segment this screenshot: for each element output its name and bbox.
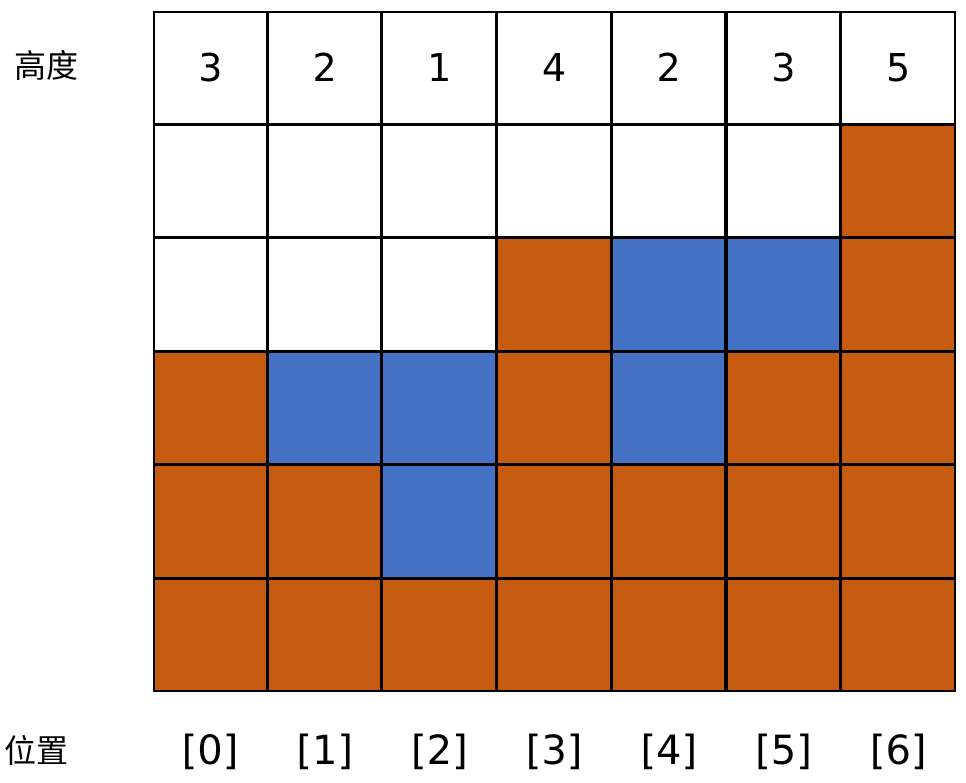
height-value-4: 2 xyxy=(610,11,727,125)
water-cell xyxy=(381,350,498,465)
height-value-6: 5 xyxy=(840,11,956,125)
bar-cell xyxy=(725,350,842,465)
bar-cell xyxy=(496,237,612,352)
empty-cell xyxy=(381,237,498,352)
bar-cell xyxy=(266,577,383,692)
bar-cell xyxy=(496,350,612,465)
position-index-2: [2] xyxy=(411,728,468,774)
bar-cell xyxy=(840,577,956,692)
position-index-1: [1] xyxy=(296,728,354,774)
water-cell xyxy=(725,237,842,352)
empty-cell xyxy=(153,237,268,352)
bar-cell xyxy=(266,464,383,579)
empty-cell xyxy=(496,123,612,238)
bar-cell xyxy=(381,577,498,692)
position-index-6: [6] xyxy=(869,728,927,774)
position-index-4: [4] xyxy=(640,728,698,774)
height-value-5: 3 xyxy=(725,11,842,125)
empty-cell xyxy=(266,123,383,238)
bar-cell xyxy=(610,464,727,579)
water-cell xyxy=(610,350,727,465)
empty-cell xyxy=(381,123,498,238)
bar-cell xyxy=(840,123,956,238)
height-row-label: 高度 xyxy=(14,47,79,85)
empty-cell xyxy=(153,123,268,238)
height-value-2: 1 xyxy=(381,11,498,125)
position-index-5: [5] xyxy=(755,728,812,774)
bar-cell xyxy=(840,350,956,465)
height-value-3: 4 xyxy=(496,11,612,125)
water-cell xyxy=(381,464,498,579)
position-row-label: 位置 xyxy=(4,732,69,770)
bar-cell xyxy=(610,577,727,692)
bar-cell xyxy=(725,577,842,692)
water-cell xyxy=(266,350,383,465)
empty-cell xyxy=(725,123,842,238)
position-index-0: [0] xyxy=(181,728,239,774)
bar-cell xyxy=(153,350,268,465)
bar-cell xyxy=(840,464,956,579)
water-cell xyxy=(610,237,727,352)
bar-cell xyxy=(153,577,268,692)
bar-cell xyxy=(840,237,956,352)
empty-cell xyxy=(266,237,383,352)
bar-cell xyxy=(725,464,842,579)
bar-cell xyxy=(496,577,612,692)
bar-cell xyxy=(153,464,268,579)
height-value-0: 3 xyxy=(153,11,268,125)
empty-cell xyxy=(610,123,727,238)
position-index-3: [3] xyxy=(525,728,583,774)
bar-cell xyxy=(496,464,612,579)
height-value-1: 2 xyxy=(266,11,383,125)
